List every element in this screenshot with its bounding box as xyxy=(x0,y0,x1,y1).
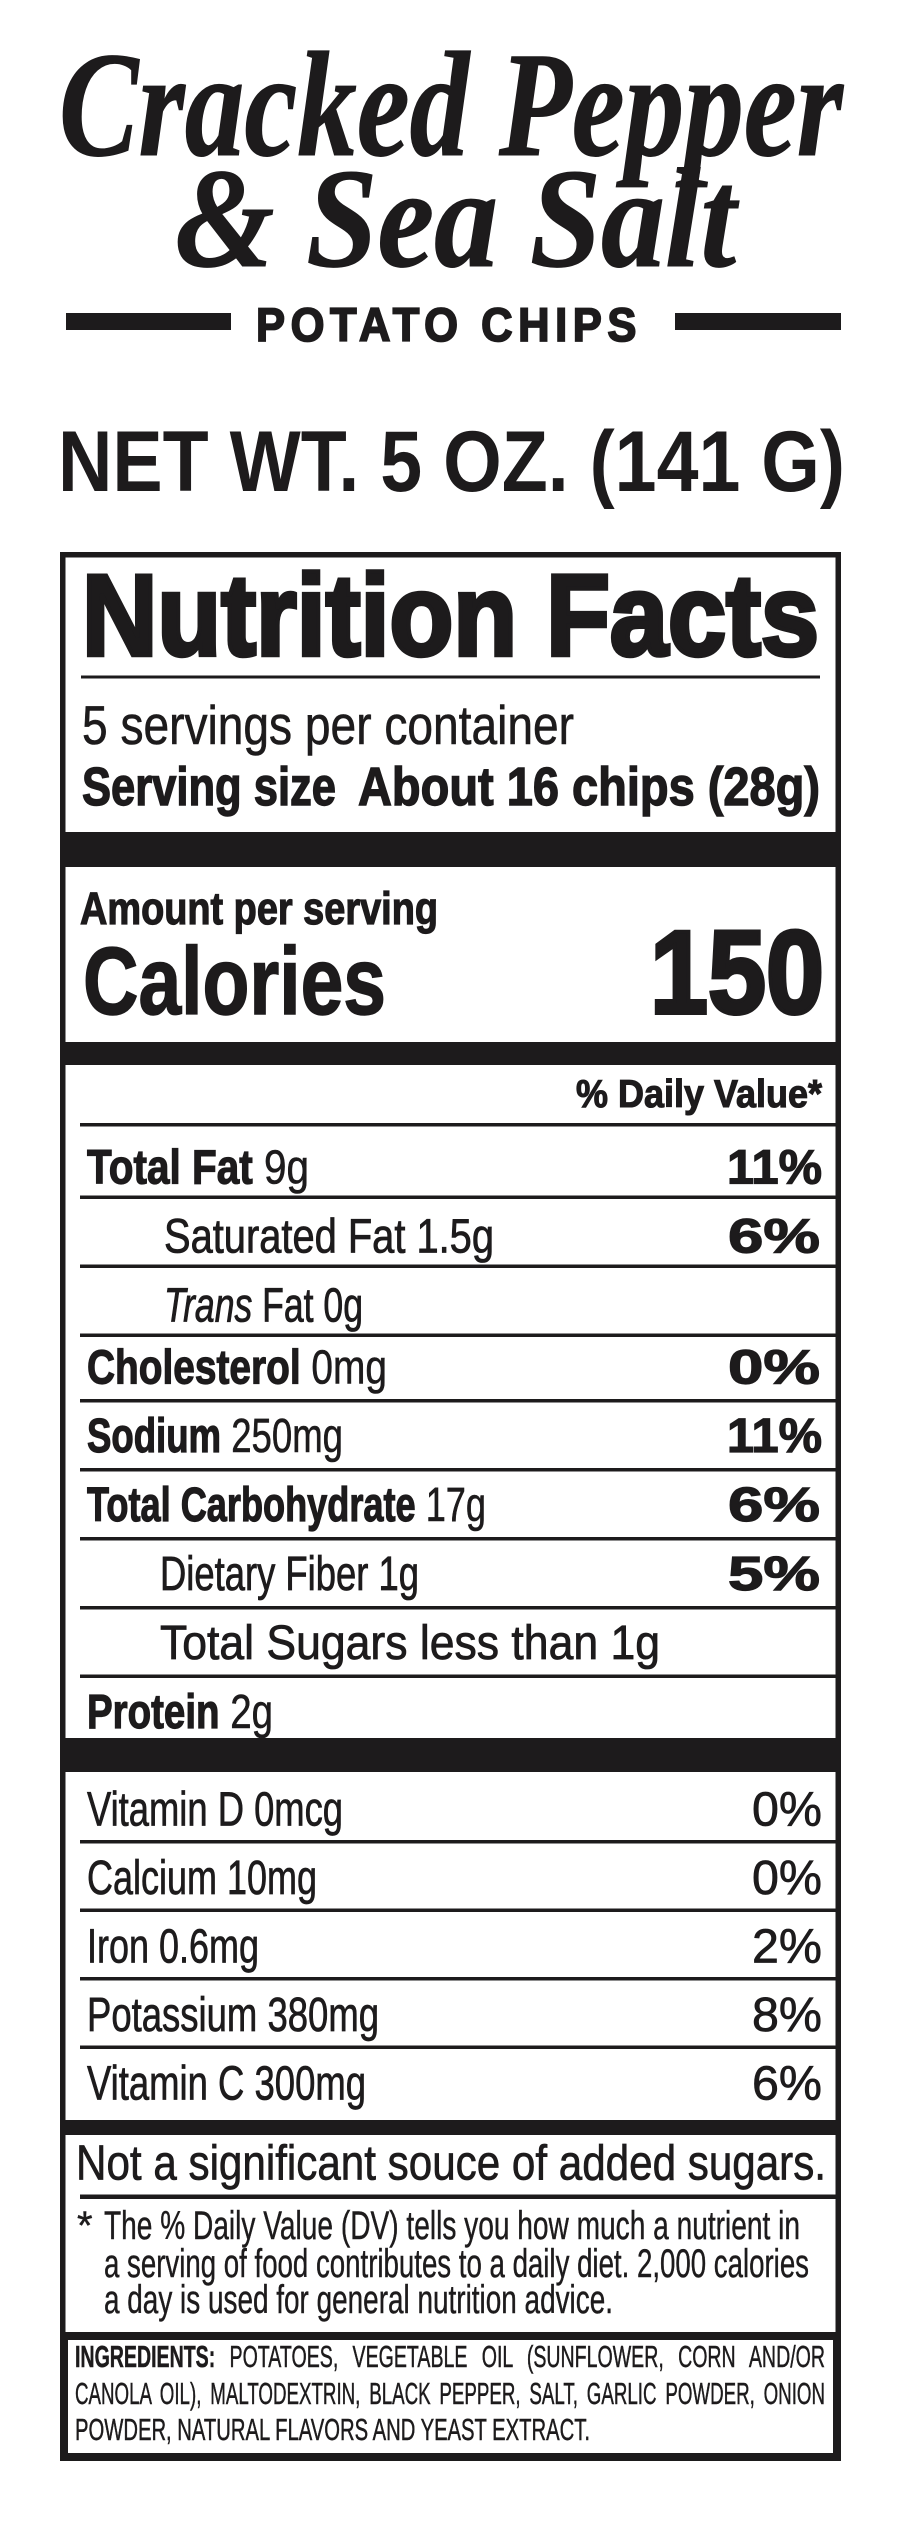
svg-text:% Daily Value*: % Daily Value* xyxy=(576,1073,823,1116)
svg-text:Trans Fat 0g: Trans Fat 0g xyxy=(164,1280,363,1333)
svg-text:NET WT. 5 OZ. (141 G): NET WT. 5 OZ. (141 G) xyxy=(58,414,845,510)
svg-text:Cholesterol 0mg: Cholesterol 0mg xyxy=(87,1341,387,1394)
svg-text:11%: 11% xyxy=(727,1142,822,1195)
svg-text:Vitamin D 0mcg: Vitamin D 0mcg xyxy=(87,1784,343,1837)
svg-text:Amount per serving: Amount per serving xyxy=(80,883,438,934)
svg-text:Cracked Pepper: Cracked Pepper xyxy=(59,22,844,188)
svg-text:Sodium 250mg: Sodium 250mg xyxy=(87,1410,343,1463)
svg-text:Iron 0.6mg: Iron 0.6mg xyxy=(87,1921,259,1974)
svg-text:Saturated Fat 1.5g: Saturated Fat 1.5g xyxy=(164,1211,494,1264)
svg-text:5%: 5% xyxy=(728,1548,820,1601)
svg-text:8%: 8% xyxy=(752,1989,822,2042)
svg-text:a serving of food contributes: a serving of food contributes to a daily… xyxy=(104,2242,809,2286)
svg-text:Total Sugars less than 1g: Total Sugars less than 1g xyxy=(160,1617,660,1670)
svg-text:Serving size: Serving size xyxy=(82,757,336,817)
svg-text:Nutrition Facts: Nutrition Facts xyxy=(82,552,819,680)
svg-text:& Sea Salt: & Sea Salt xyxy=(175,139,739,297)
svg-text:Total Carbohydrate 17g: Total Carbohydrate 17g xyxy=(87,1479,486,1532)
svg-text:Potassium 380mg: Potassium 380mg xyxy=(87,1989,379,2042)
svg-text:6%: 6% xyxy=(752,2058,822,2111)
svg-text:INGREDIENTS: POTATOES, VEGETAB: INGREDIENTS: POTATOES, VEGETABLE OIL (SU… xyxy=(75,2339,825,2374)
svg-text:6%: 6% xyxy=(728,1211,820,1264)
svg-text:5 servings per container: 5 servings per container xyxy=(82,694,574,756)
svg-text:*: * xyxy=(77,2204,93,2248)
svg-text:150: 150 xyxy=(650,907,824,1039)
svg-text:0%: 0% xyxy=(728,1341,820,1394)
svg-text:CANOLA OIL), MALTODEXTRIN, BLA: CANOLA OIL), MALTODEXTRIN, BLACK PEPPER,… xyxy=(75,2376,825,2411)
svg-text:0%: 0% xyxy=(752,1852,822,1905)
svg-text:POTATO CHIPS: POTATO CHIPS xyxy=(256,298,642,351)
svg-text:a day is used for general nutr: a day is used for general nutrition advi… xyxy=(104,2278,613,2322)
svg-text:Not a significant souce of add: Not a significant souce of added sugars. xyxy=(76,2136,826,2190)
svg-text:About 16 chips (28g): About 16 chips (28g) xyxy=(358,757,820,817)
svg-text:Calcium 10mg: Calcium 10mg xyxy=(87,1852,317,1905)
svg-text:Total Fat 9g: Total Fat 9g xyxy=(87,1142,309,1195)
svg-text:POWDER, NATURAL FLAVORS AND YE: POWDER, NATURAL FLAVORS AND YEAST EXTRAC… xyxy=(75,2412,590,2447)
svg-text:2%: 2% xyxy=(752,1921,822,1974)
svg-text:6%: 6% xyxy=(728,1479,820,1532)
svg-text:Calories: Calories xyxy=(83,928,386,1035)
svg-text:0%: 0% xyxy=(752,1784,822,1837)
svg-text:11%: 11% xyxy=(727,1410,822,1463)
svg-text:Vitamin C 300mg: Vitamin C 300mg xyxy=(87,2058,366,2111)
svg-text:The % Daily Value (DV) tells y: The % Daily Value (DV) tells you how muc… xyxy=(104,2204,800,2248)
svg-text:Protein 2g: Protein 2g xyxy=(87,1686,273,1739)
svg-text:Dietary Fiber 1g: Dietary Fiber 1g xyxy=(160,1548,419,1601)
